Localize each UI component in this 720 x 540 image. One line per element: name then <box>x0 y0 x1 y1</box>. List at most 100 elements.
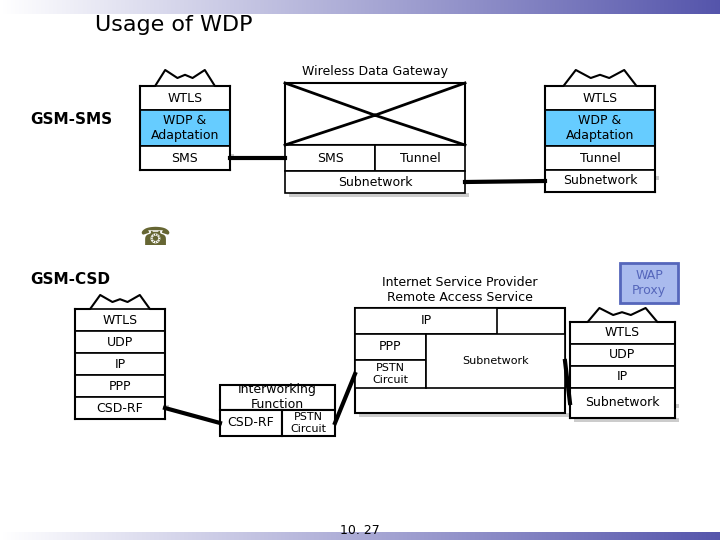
Bar <box>118 0 119 14</box>
Bar <box>12 0 13 14</box>
Bar <box>304 532 305 540</box>
Bar <box>706 0 707 14</box>
Bar <box>589 532 590 540</box>
Bar <box>362 532 363 540</box>
Bar <box>58 0 59 14</box>
Bar <box>270 0 271 14</box>
Bar <box>19 532 20 540</box>
Bar <box>102 532 103 540</box>
Bar <box>85 0 86 14</box>
Bar <box>344 0 345 14</box>
Bar <box>707 532 708 540</box>
Bar <box>556 0 557 14</box>
Bar <box>302 0 303 14</box>
Bar <box>704 0 705 14</box>
Bar <box>545 532 546 540</box>
Bar <box>228 0 229 14</box>
Bar <box>45 0 46 14</box>
Bar <box>457 0 458 14</box>
Text: Subnetwork: Subnetwork <box>585 396 660 409</box>
Bar <box>520 532 521 540</box>
Bar <box>571 532 572 540</box>
Bar <box>648 532 649 540</box>
Bar <box>478 532 479 540</box>
Bar <box>76 0 77 14</box>
Bar <box>222 532 223 540</box>
Bar <box>669 0 670 14</box>
Bar <box>77 532 78 540</box>
Bar <box>254 532 255 540</box>
Bar <box>290 0 291 14</box>
Bar <box>122 532 123 540</box>
Bar <box>655 0 656 14</box>
Bar <box>582 0 583 14</box>
Bar <box>626 0 627 14</box>
Bar <box>486 0 487 14</box>
Bar <box>461 532 462 540</box>
Bar <box>562 532 563 540</box>
Bar <box>586 532 587 540</box>
Bar <box>670 532 671 540</box>
Text: WTLS: WTLS <box>102 314 138 327</box>
Bar <box>155 0 156 14</box>
Bar <box>584 0 585 14</box>
Bar <box>385 0 386 14</box>
Bar <box>415 0 416 14</box>
Bar <box>403 0 404 14</box>
Bar <box>155 532 156 540</box>
Bar <box>89 532 90 540</box>
Bar <box>132 532 133 540</box>
Bar <box>273 532 274 540</box>
Bar <box>467 0 468 14</box>
Bar <box>52 532 53 540</box>
Bar <box>366 0 367 14</box>
Text: Tunnel: Tunnel <box>580 152 621 165</box>
Bar <box>204 0 205 14</box>
Bar <box>683 532 684 540</box>
Bar <box>541 532 542 540</box>
Bar <box>673 0 674 14</box>
Bar <box>125 0 126 14</box>
Bar <box>434 532 435 540</box>
Bar <box>480 532 481 540</box>
Bar <box>501 532 502 540</box>
Bar <box>712 0 713 14</box>
Bar <box>252 0 253 14</box>
Bar <box>629 0 630 14</box>
Bar <box>573 0 574 14</box>
Bar <box>618 0 619 14</box>
Bar <box>207 532 208 540</box>
Bar <box>213 532 214 540</box>
Bar <box>574 404 679 408</box>
Bar <box>511 0 512 14</box>
Bar <box>177 0 178 14</box>
Bar <box>704 532 705 540</box>
Bar <box>551 0 552 14</box>
Bar <box>609 0 610 14</box>
Bar <box>702 532 703 540</box>
Bar <box>531 0 532 14</box>
Bar <box>189 0 190 14</box>
Bar <box>31 0 32 14</box>
Bar <box>558 0 559 14</box>
Bar <box>358 0 359 14</box>
Bar <box>66 0 67 14</box>
Bar <box>171 0 172 14</box>
Bar <box>40 0 41 14</box>
Bar <box>446 0 447 14</box>
Bar <box>220 0 221 14</box>
Bar <box>124 532 125 540</box>
Bar <box>139 532 140 540</box>
Bar <box>223 532 224 540</box>
Bar <box>493 0 494 14</box>
Bar <box>601 0 602 14</box>
Bar <box>546 0 547 14</box>
Bar <box>616 0 617 14</box>
Bar <box>204 532 205 540</box>
Bar <box>235 532 236 540</box>
Text: WDP &
Adaptation: WDP & Adaptation <box>566 114 634 142</box>
Bar <box>34 532 35 540</box>
Bar <box>203 0 204 14</box>
Bar <box>416 532 417 540</box>
Bar <box>355 360 426 388</box>
